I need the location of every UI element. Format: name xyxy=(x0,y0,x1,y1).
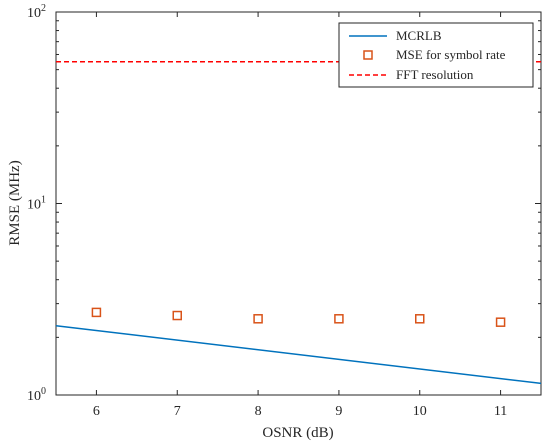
x-tick-label: 9 xyxy=(335,404,342,419)
data-point-mse-for-symbol-rate xyxy=(334,314,344,324)
data-point-mse-for-symbol-rate xyxy=(91,307,102,318)
legend-label-fft: FFT resolution xyxy=(396,67,474,82)
legend-swatch-mse xyxy=(363,50,373,60)
x-tick-label: 10 xyxy=(413,404,427,419)
series-line-mcrlb xyxy=(55,324,542,385)
x-tick-label: 8 xyxy=(255,404,262,419)
y-tick-label: 101 xyxy=(27,195,46,213)
data-point-mse-for-symbol-rate xyxy=(415,314,425,324)
x-tick-label: 7 xyxy=(174,404,181,419)
x-axis-label: OSNR (dB) xyxy=(262,425,333,441)
y-tick-base: 10 xyxy=(27,6,41,21)
data-point-mse-for-symbol-rate xyxy=(253,314,263,324)
legend-label-mcrlb: MCRLB xyxy=(396,28,442,43)
y-tick-exponent: 0 xyxy=(41,386,46,397)
y-tick-label: 102 xyxy=(27,3,46,21)
y-tick-exponent: 1 xyxy=(41,195,46,206)
data-point-mse-for-symbol-rate xyxy=(495,317,506,327)
data-point-mse-for-symbol-rate xyxy=(172,310,182,321)
y-axis-label: RMSE (MHz) xyxy=(7,160,23,245)
x-tick-label: 6 xyxy=(93,404,100,419)
x-tick-label: 11 xyxy=(494,404,507,419)
legend: MCRLB MSE for symbol rate FFT resolution xyxy=(338,22,534,88)
y-tick-base: 10 xyxy=(27,198,41,213)
y-tick-base: 10 xyxy=(27,389,41,404)
y-tick-label: 100 xyxy=(27,386,46,404)
y-tick-exponent: 2 xyxy=(41,3,46,14)
legend-label-mse: MSE for symbol rate xyxy=(396,47,506,62)
